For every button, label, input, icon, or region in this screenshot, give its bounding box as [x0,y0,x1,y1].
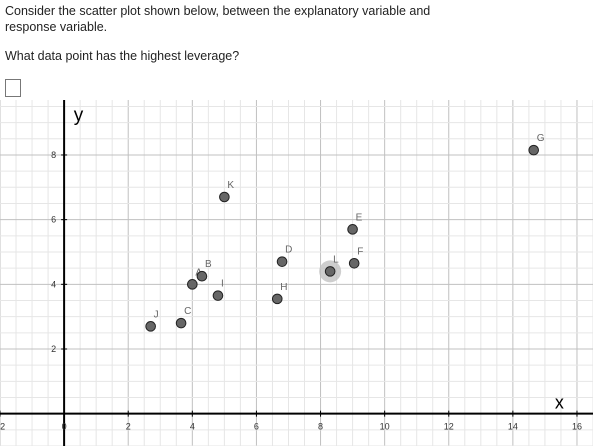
x-tick-label: −2 [0,422,5,432]
x-tick-label: 16 [572,422,582,432]
question-line-1: Consider the scatter plot shown below, b… [5,4,431,18]
x-tick-label: 12 [444,422,454,432]
data-point-f [348,257,360,269]
plot-points: ABCDEFGHIJKL [145,133,545,332]
point-label-e: E [356,212,363,223]
point-label-d: D [285,245,292,256]
y-tick-label: 6 [51,215,56,225]
point-label-b: B [205,259,212,270]
plot-grid [0,100,593,446]
point-label-l: L [333,254,339,265]
point-label-g: G [537,133,545,144]
data-point-i [212,290,224,301]
data-point-j [145,321,156,332]
data-point-c [175,317,187,329]
x-tick-label: 10 [380,422,390,432]
data-point-a [187,279,198,290]
x-tick-label: 6 [254,422,259,432]
data-point-e [347,224,358,235]
y-tick-label: 4 [51,279,56,289]
data-point-k [219,191,230,203]
point-label-i: I [221,279,224,290]
y-axis-label: y [74,105,84,126]
data-point-l [324,266,336,277]
point-label-j: J [154,309,159,320]
y-tick-label: 8 [51,150,56,160]
point-label-f: F [357,246,363,257]
point-label-c: C [184,306,191,317]
x-tick-label: 14 [508,422,518,432]
x-tick-label: 4 [190,422,195,432]
question-text: Consider the scatter plot shown below, b… [5,3,475,35]
x-axis-label: x [555,393,564,413]
point-label-k: K [227,180,234,191]
x-tick-label: 8 [318,422,323,432]
point-label-h: H [280,282,287,293]
x-tick-label: 2 [126,422,131,432]
answer-checkbox[interactable] [5,79,21,97]
plot-tick-labels: −2 0 2 4 6 8 10 12 14 16 2 4 6 8 [0,150,582,432]
data-point-g [528,144,540,156]
x-tick-label: 0 [62,422,67,432]
plot-axes [0,100,593,446]
question-prompt: What data point has the highest leverage… [5,49,240,63]
y-tick-label: 2 [51,344,56,354]
question-line-2: response variable. [5,20,108,34]
data-point-b [196,270,208,282]
data-point-h [271,293,283,305]
data-point-d [276,256,288,267]
